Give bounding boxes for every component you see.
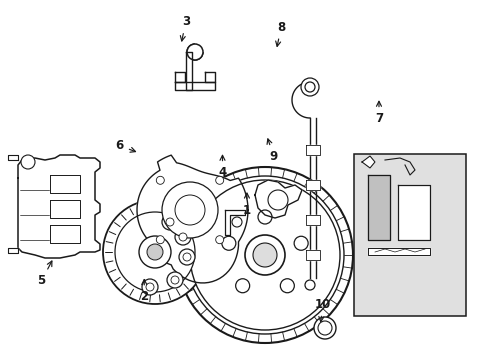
Polygon shape (254, 180, 302, 218)
Circle shape (215, 236, 223, 244)
Polygon shape (361, 156, 374, 168)
Polygon shape (18, 155, 100, 258)
Polygon shape (224, 210, 244, 235)
Polygon shape (50, 225, 80, 243)
Polygon shape (175, 72, 184, 82)
Circle shape (103, 200, 206, 304)
Circle shape (231, 217, 242, 227)
Circle shape (156, 176, 164, 184)
Polygon shape (8, 155, 18, 160)
Polygon shape (50, 200, 80, 218)
Circle shape (139, 236, 171, 268)
Circle shape (305, 82, 314, 92)
Circle shape (267, 190, 287, 210)
Polygon shape (185, 52, 192, 90)
Circle shape (305, 280, 314, 290)
Polygon shape (137, 155, 247, 283)
Polygon shape (367, 248, 429, 255)
Circle shape (215, 176, 223, 184)
Circle shape (313, 317, 335, 339)
Circle shape (294, 236, 307, 250)
Circle shape (171, 276, 179, 284)
Circle shape (244, 235, 285, 275)
Circle shape (175, 229, 191, 245)
Text: 7: 7 (374, 101, 382, 125)
Circle shape (190, 180, 339, 330)
Circle shape (258, 210, 271, 224)
Text: 8: 8 (275, 21, 285, 46)
Text: 3: 3 (180, 15, 189, 41)
Circle shape (162, 214, 178, 230)
Circle shape (21, 155, 35, 169)
Polygon shape (50, 175, 80, 193)
Circle shape (175, 195, 204, 225)
Circle shape (179, 233, 186, 241)
Text: 5: 5 (38, 261, 52, 287)
Polygon shape (204, 72, 215, 82)
Text: 4: 4 (218, 155, 226, 179)
Polygon shape (305, 215, 319, 225)
Circle shape (179, 249, 195, 265)
Polygon shape (367, 175, 389, 240)
Circle shape (165, 218, 174, 226)
FancyBboxPatch shape (353, 154, 465, 316)
Polygon shape (397, 185, 429, 240)
Circle shape (183, 253, 191, 261)
Text: 6: 6 (116, 139, 135, 152)
Circle shape (162, 182, 218, 238)
Circle shape (115, 212, 195, 292)
Circle shape (317, 321, 331, 335)
Circle shape (186, 44, 203, 60)
Circle shape (185, 176, 343, 334)
Circle shape (301, 78, 318, 96)
Circle shape (156, 236, 164, 244)
Polygon shape (175, 82, 215, 90)
Polygon shape (305, 180, 319, 190)
Polygon shape (8, 248, 18, 253)
Circle shape (167, 272, 183, 288)
Text: 1: 1 (243, 193, 250, 217)
Circle shape (235, 279, 249, 293)
Circle shape (177, 167, 352, 343)
Circle shape (147, 244, 163, 260)
Text: 9: 9 (266, 139, 277, 163)
Circle shape (142, 279, 158, 295)
Text: 10: 10 (314, 298, 330, 322)
Polygon shape (305, 145, 319, 155)
Circle shape (146, 283, 154, 291)
Polygon shape (305, 250, 319, 260)
Circle shape (252, 243, 276, 267)
Circle shape (280, 279, 294, 293)
Circle shape (222, 236, 235, 250)
Text: 2: 2 (140, 279, 148, 303)
